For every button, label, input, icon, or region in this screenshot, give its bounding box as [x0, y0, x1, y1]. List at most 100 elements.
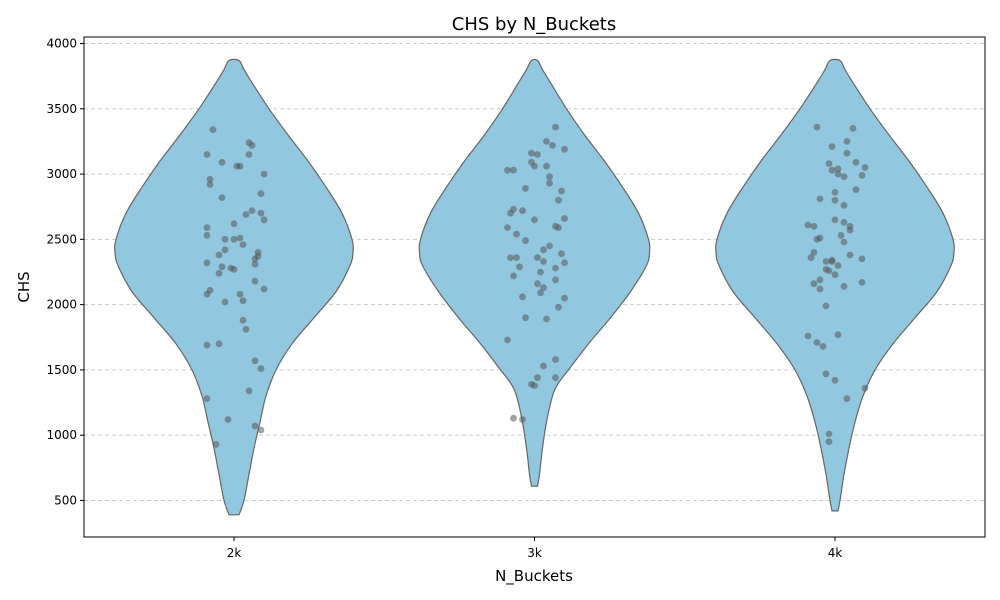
data-point [257, 209, 265, 217]
data-point [206, 181, 214, 188]
data-point [555, 224, 562, 232]
violin-2k [114, 58, 354, 516]
data-point [846, 226, 854, 234]
violin-3k [418, 58, 651, 487]
data-point [251, 357, 259, 365]
data-point [831, 216, 839, 224]
data-point [861, 384, 869, 392]
data-point [540, 258, 547, 265]
data-point [807, 254, 815, 261]
data-point [260, 170, 268, 178]
x-tick-label: 2k [227, 546, 242, 560]
data-point [251, 422, 259, 430]
data-point [555, 303, 562, 311]
data-point [816, 276, 824, 284]
data-point [218, 263, 226, 271]
data-point [858, 279, 866, 286]
data-point [209, 126, 217, 134]
data-point [828, 166, 836, 174]
data-point [561, 294, 568, 302]
data-point [537, 289, 544, 297]
data-point [849, 124, 857, 132]
data-point [260, 216, 268, 224]
data-point [224, 416, 232, 423]
data-point [507, 209, 514, 217]
x-axis-label: N_Buckets [495, 567, 573, 586]
data-point [840, 202, 848, 209]
data-point [552, 356, 559, 363]
data-point [822, 258, 830, 265]
data-point [206, 175, 214, 183]
data-point [248, 207, 256, 215]
data-point [251, 277, 259, 285]
data-point [257, 426, 265, 434]
data-point [242, 211, 250, 218]
data-point [245, 151, 253, 158]
data-point [558, 250, 565, 258]
data-point [245, 387, 253, 395]
data-point [861, 164, 869, 171]
data-point [543, 162, 550, 170]
data-point [810, 280, 818, 288]
data-point [239, 241, 247, 249]
data-point [534, 151, 541, 158]
data-point [840, 238, 848, 246]
data-point [840, 173, 848, 181]
data-point [516, 263, 523, 271]
data-point [531, 162, 538, 170]
data-point [260, 285, 268, 293]
data-point [828, 143, 836, 151]
data-point [519, 416, 526, 423]
data-point [203, 224, 211, 232]
data-point [852, 158, 860, 166]
data-point [507, 254, 514, 261]
data-point [522, 237, 529, 245]
data-point [513, 230, 520, 238]
data-point [215, 269, 223, 277]
data-point [257, 190, 265, 198]
data-point [837, 232, 845, 239]
data-point [825, 267, 833, 275]
data-point [825, 430, 833, 438]
data-point [543, 138, 550, 145]
x-axis: 2k 3k 4k [227, 537, 842, 560]
data-point [537, 268, 544, 276]
data-point [218, 158, 226, 166]
data-point [251, 255, 259, 263]
data-point [203, 395, 211, 402]
data-point [828, 258, 836, 265]
y-tick-label: 1000 [46, 428, 77, 442]
data-point [519, 293, 526, 301]
data-point [239, 297, 247, 305]
data-point [810, 249, 818, 256]
data-point [843, 149, 851, 157]
data-point [203, 151, 211, 158]
data-point [546, 173, 553, 181]
data-point [858, 255, 866, 263]
data-point [504, 224, 511, 232]
data-point [510, 272, 517, 280]
data-point [843, 395, 851, 402]
data-point [546, 242, 553, 250]
data-point [555, 196, 562, 204]
data-point [531, 382, 538, 389]
data-point [203, 341, 211, 349]
data-point [810, 222, 818, 230]
data-point [846, 251, 854, 259]
data-point [552, 264, 559, 272]
data-point [203, 232, 211, 239]
data-point [816, 285, 824, 293]
data-point [822, 302, 830, 310]
data-point [215, 340, 223, 348]
y-tick-label: 1500 [46, 363, 77, 377]
data-point [561, 259, 568, 267]
data-point [831, 196, 839, 204]
data-point [546, 179, 553, 187]
data-point [504, 166, 511, 174]
data-point [543, 315, 550, 323]
data-point [221, 246, 229, 254]
data-point [528, 149, 535, 157]
data-point [819, 343, 827, 350]
data-point [834, 262, 842, 269]
